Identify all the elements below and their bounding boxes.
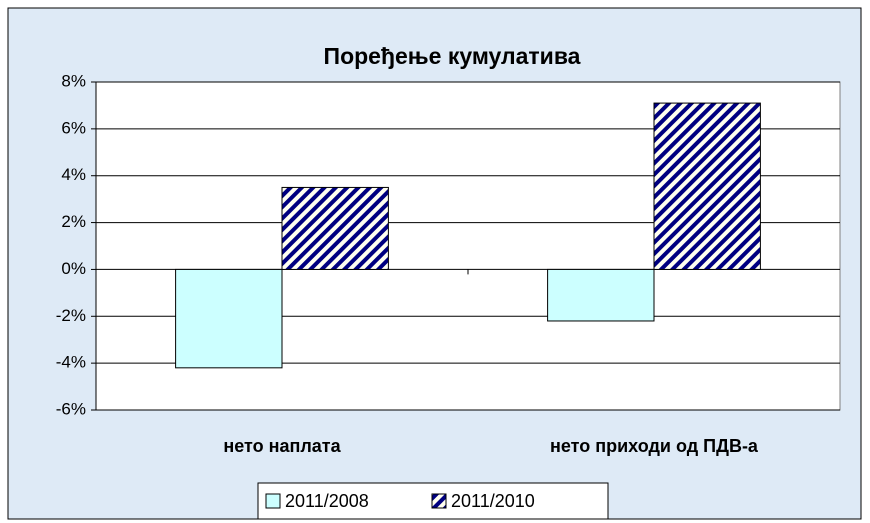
y-tick-label: -2% xyxy=(56,306,86,325)
legend-swatch xyxy=(265,493,281,509)
y-tick-label: 6% xyxy=(61,118,86,137)
chart-title: Поређење кумулатива xyxy=(324,43,581,69)
y-tick-label: 4% xyxy=(61,165,86,184)
y-tick-label: -4% xyxy=(56,353,86,372)
y-tick-label: 2% xyxy=(61,212,86,231)
bar xyxy=(653,102,761,270)
legend-label: 2011/2010 xyxy=(451,491,535,511)
legend-swatch xyxy=(431,493,447,509)
bar xyxy=(547,268,655,322)
y-tick-label: 8% xyxy=(61,71,86,90)
bar xyxy=(175,268,283,369)
x-tick-label: нето приходи од ПДВ-а xyxy=(550,436,759,456)
legend-label: 2011/2008 xyxy=(285,491,369,511)
bar xyxy=(281,186,389,270)
y-tick-label: -6% xyxy=(56,399,86,418)
y-tick-label: 0% xyxy=(61,259,86,278)
x-tick-label: нето наплата xyxy=(223,436,341,456)
